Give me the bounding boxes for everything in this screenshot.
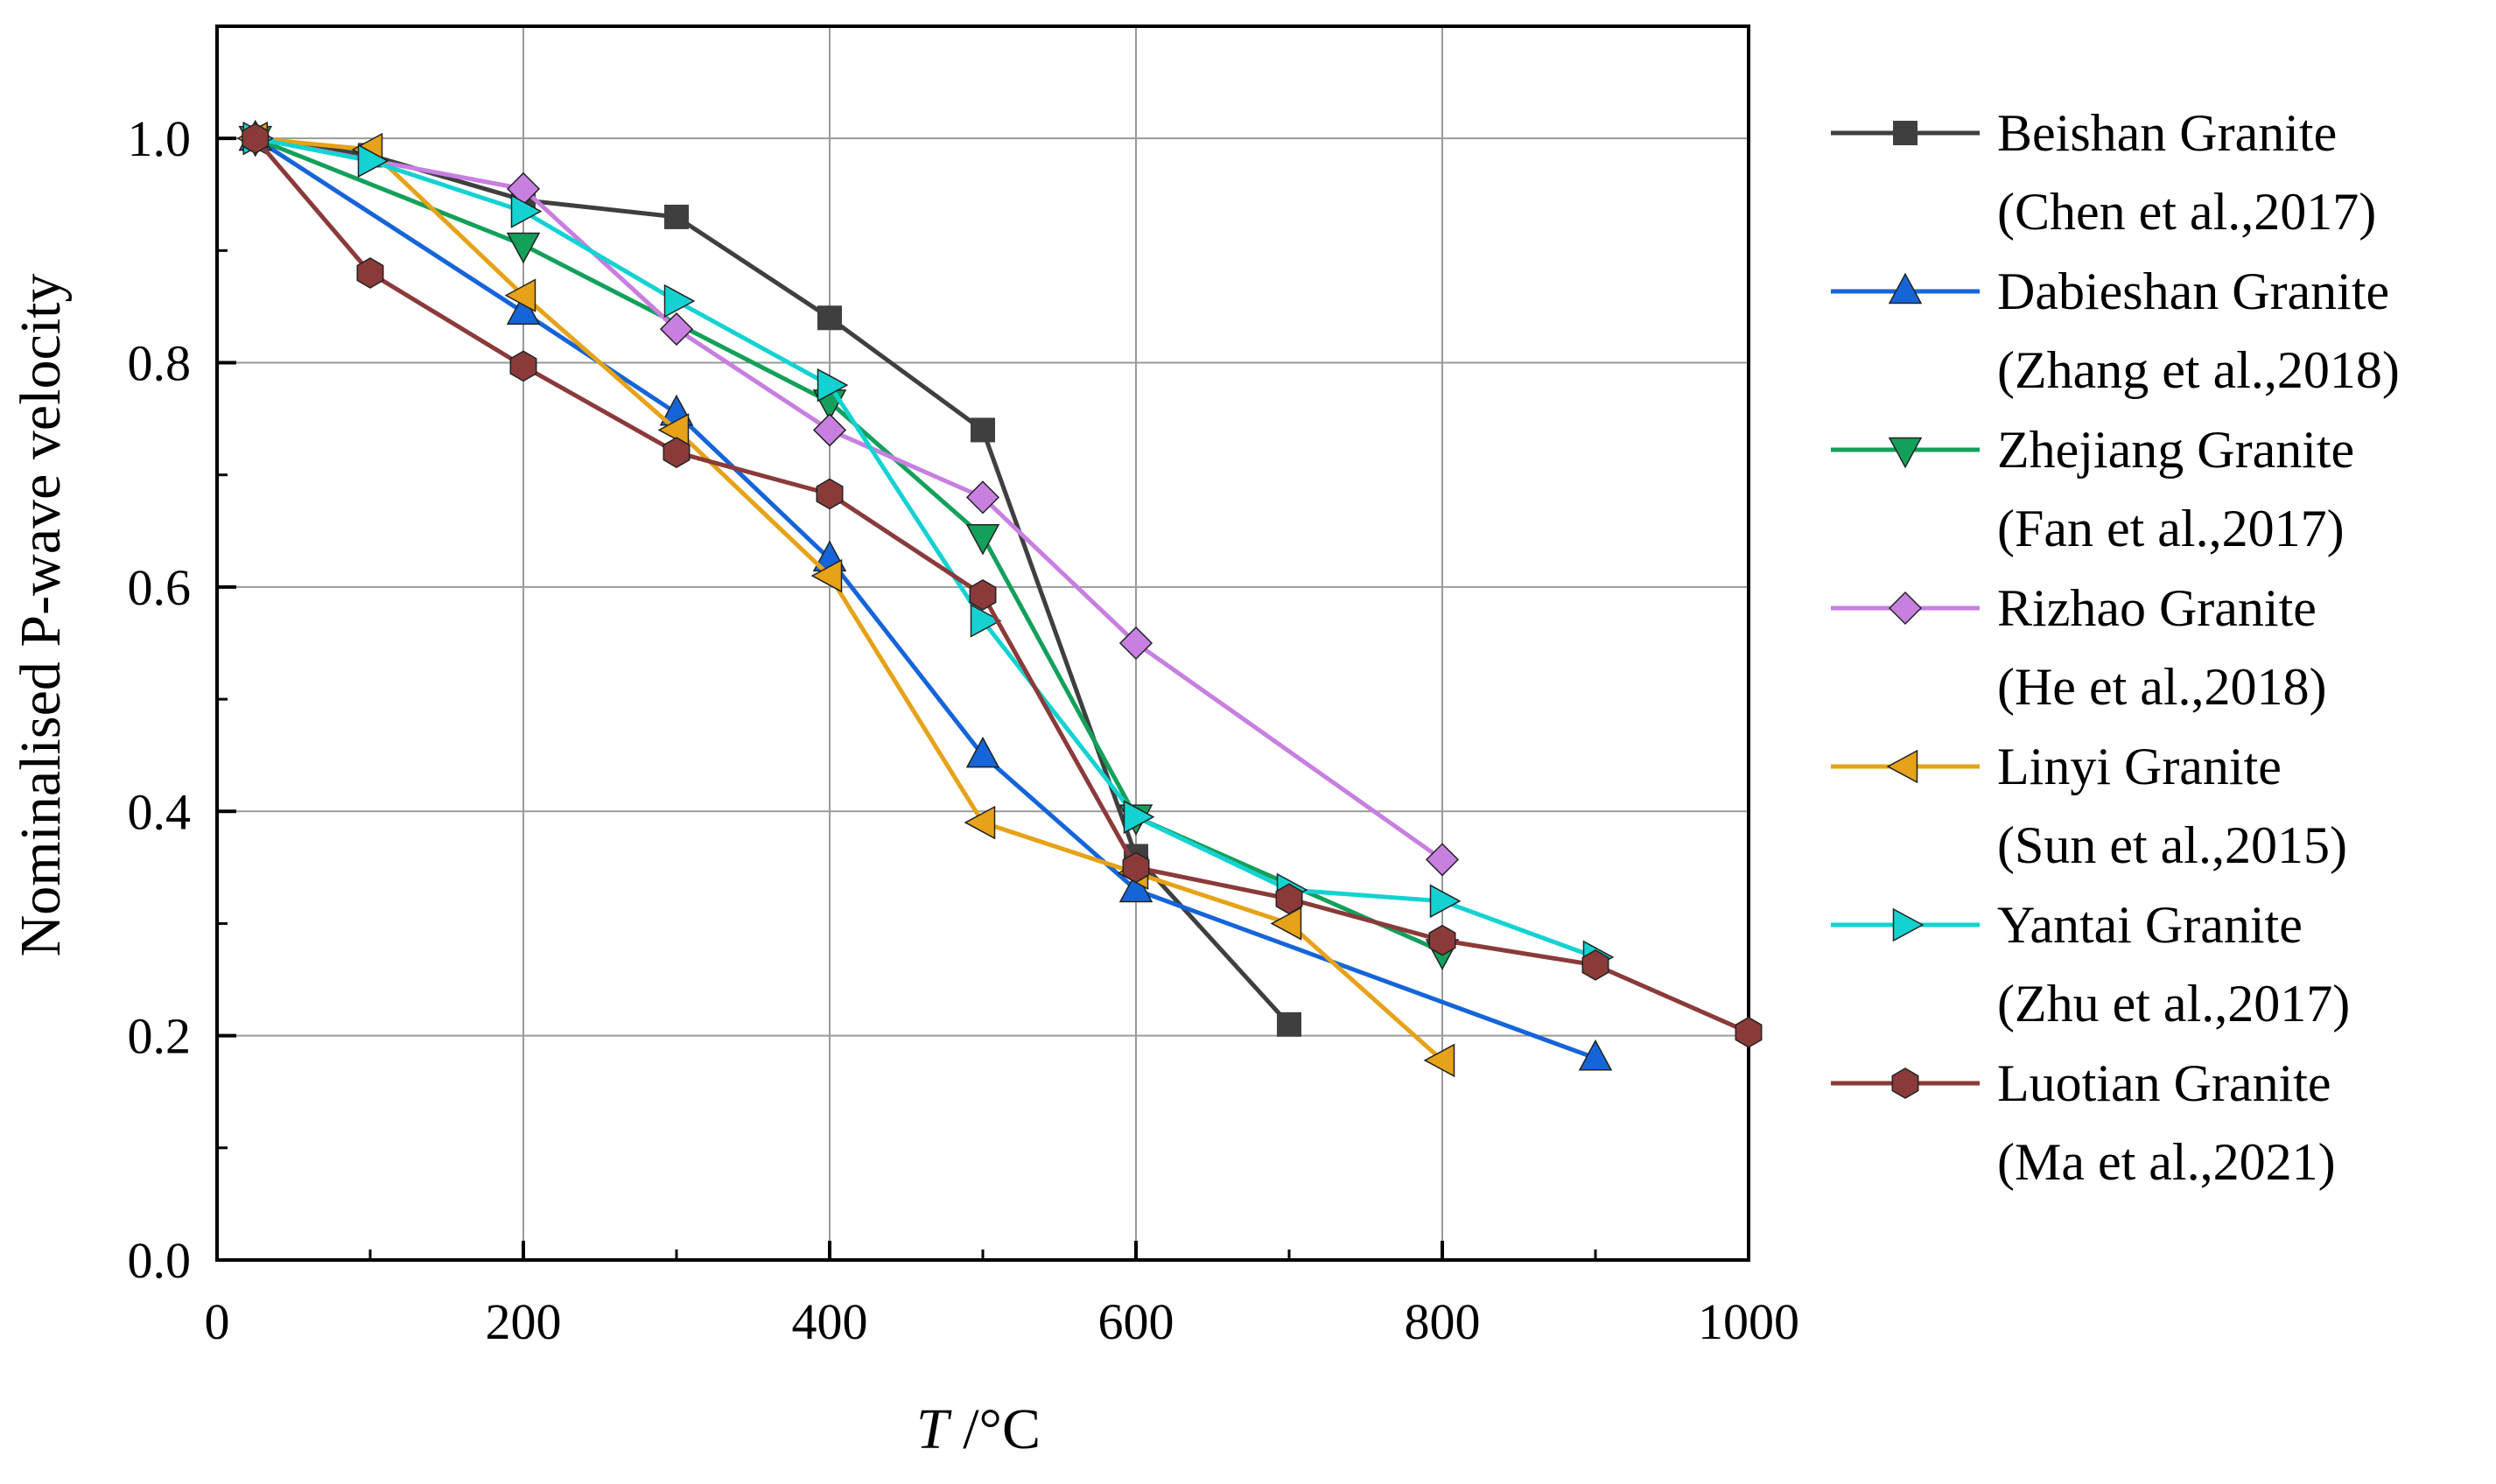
legend-label-yantai-granite: Yantai Granite [1997,896,2303,954]
data-point-beishan-granite [1277,1012,1301,1037]
data-point-yantai-granite [1123,800,1155,834]
legend-label-zhejiang-granite: Zhejiang Granite [1997,421,2354,479]
data-point-rizhao-granite [1118,626,1153,661]
data-point-beishan-granite [971,417,995,443]
legend-item-yantai-granite: Yantai Granite (Zhu et al.,2017) [1831,896,2350,1032]
data-point-linyi-granite [657,413,690,447]
legend-item-beishan-granite: Beishan Granite (Chen et al.,2017) [1831,104,2376,241]
x-axis-title-unit: /°C [949,1397,1041,1461]
data-point-yantai-granite [970,604,1002,638]
data-point-beishan-granite [817,305,842,331]
y-axis-title: Nominalised P-wave velocity [9,274,73,957]
x-tick-label: 1000 [1698,1293,1799,1350]
data-point-linyi-granite [1270,906,1302,941]
y-tick-label: 0.4 [128,783,192,840]
data-point-rizhao-granite [965,480,1000,514]
legend-source-beishan-granite: (Chen et al.,2017) [1997,183,2376,241]
legend-source-dabieshan-granite: (Zhang et al.,2018) [1997,341,2400,399]
data-point-rizhao-granite [1425,843,1460,877]
data-point-rizhao-granite [812,413,847,447]
axes: 0 200 400 600 800 1000 0.0 0.2 0.4 0.6 0.8 1.0 [128,24,1799,1350]
data-point-luotian-granite [1735,1016,1763,1048]
legend-item-dabieshan-granite: Dabieshan Granite (Zhang et al.,2018) [1831,262,2400,399]
legend-marker-linyi-granite [1886,749,1918,784]
legend-source-yantai-granite: (Zhu et al.,2017) [1997,975,2350,1032]
legend-marker-rizhao-granite [1888,591,1923,626]
data-point-luotian-granite [1581,949,1609,981]
legend-label-rizhao-granite: Rizhao Granite [1997,579,2317,637]
legend-label-beishan-granite: Beishan Granite [1997,104,2337,162]
series-line-yantai-granite [255,136,1596,960]
data-point-luotian-granite [242,122,270,155]
x-axis-title: T /°C [916,1397,1041,1461]
legend-source-luotian-granite: (Ma et al.,2021) [1997,1133,2336,1191]
data-point-dabieshan-granite [965,736,1000,768]
data-point-luotian-granite [1428,924,1456,956]
legend-label-luotian-granite: Luotian Granite [1997,1054,2331,1112]
data-point-luotian-granite [969,579,997,611]
legend: Beishan Granite (Chen et al.,2017) Dabiesh… [1831,104,2400,1191]
legend-label-linyi-granite: Linyi Granite [1997,738,2282,795]
data-point-rizhao-granite [659,312,694,346]
x-tick-label: 200 [486,1293,562,1350]
data-point-luotian-granite [663,437,691,468]
x-axis-title-variable: T [916,1397,952,1461]
data-point-yantai-granite [1429,884,1462,919]
data-point-yantai-granite [663,284,696,318]
data-point-beishan-granite [664,204,689,229]
series-rizhao-granite [238,122,1460,877]
data-point-zhejiang-granite [506,232,541,264]
y-tick-label: 0.6 [128,559,192,616]
legend-marker-zhejiang-granite [1888,437,1923,469]
legend-label-dabieshan-granite: Dabieshan Granite [1997,262,2389,320]
y-tick-label: 0.0 [128,1232,192,1289]
data-point-linyi-granite [504,278,536,312]
data-point-yantai-granite [817,368,849,402]
legend-source-linyi-granite: (Sun et al.,2015) [1997,816,2347,874]
legend-item-linyi-granite: Linyi Granite (Sun et al.,2015) [1831,738,2347,874]
data-point-linyi-granite [1423,1043,1455,1078]
x-tick-label: 0 [205,1293,230,1350]
data-point-linyi-granite [810,558,843,593]
data-series [236,119,1763,1078]
data-point-yantai-granite [510,194,543,228]
data-point-luotian-granite [1275,883,1303,915]
legend-marker-yantai-granite [1892,907,1925,942]
legend-source-rizhao-granite: (He et al.,2018) [1997,658,2327,716]
data-point-linyi-granite [964,805,996,840]
y-tick-label: 0.8 [128,335,192,392]
series-luotian-granite [242,122,1763,1048]
data-point-luotian-granite [356,257,384,289]
data-point-zhejiang-granite [965,523,1000,556]
data-point-yantai-granite [357,144,389,178]
legend-marker-dabieshan-granite [1888,272,1923,304]
legend-marker-beishan-granite [1893,121,1918,145]
legend-item-luotian-granite: Luotian Granite (Ma et al.,2021) [1831,1054,2336,1191]
data-point-luotian-granite [509,350,537,382]
legend-marker-luotian-granite [1891,1068,1919,1099]
data-point-luotian-granite [816,478,844,510]
y-tick-label: 0.2 [128,1008,192,1065]
data-point-dabieshan-granite [1578,1039,1613,1071]
x-tick-label: 600 [1098,1293,1174,1350]
data-point-luotian-granite [1122,851,1150,884]
x-tick-label: 400 [792,1293,868,1350]
legend-item-rizhao-granite: Rizhao Granite (He et al.,2018) [1831,579,2327,716]
legend-source-zhejiang-granite: (Fan et al.,2017) [1997,500,2345,557]
x-tick-label: 800 [1405,1293,1481,1350]
y-tick-label: 1.0 [128,110,192,167]
legend-item-zhejiang-granite: Zhejiang Granite (Fan et al.,2017) [1831,421,2354,557]
